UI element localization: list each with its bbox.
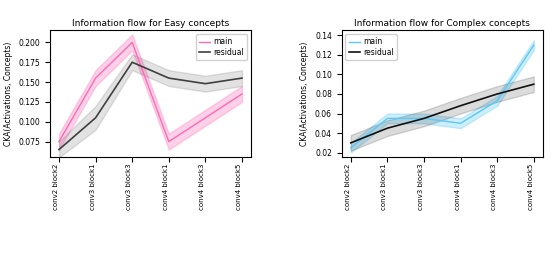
- main: [56, 140, 63, 143]
- Title: Information flow for Easy concepts: Information flow for Easy concepts: [72, 19, 229, 28]
- Y-axis label: CKA(Activations, Concepts): CKA(Activations, Concepts): [300, 42, 309, 146]
- main: [347, 146, 354, 149]
- main: [494, 99, 500, 102]
- Legend: main, residual: main, residual: [196, 34, 247, 60]
- residual: [129, 61, 136, 64]
- residual: [530, 83, 537, 86]
- residual: [347, 141, 354, 144]
- residual: [384, 127, 391, 130]
- residual: [494, 92, 500, 96]
- main: [457, 122, 464, 125]
- residual: [166, 77, 172, 80]
- main: [129, 41, 136, 44]
- residual: [239, 77, 245, 80]
- main: [384, 117, 391, 120]
- main: [239, 92, 245, 96]
- Line: residual: residual: [351, 84, 534, 143]
- Line: main: main: [351, 45, 534, 148]
- residual: [202, 82, 209, 85]
- main: [202, 116, 209, 119]
- Legend: main, residual: main, residual: [346, 34, 397, 60]
- residual: [56, 148, 63, 151]
- main: [420, 117, 427, 120]
- Line: main: main: [59, 42, 242, 142]
- Title: Information flow for Complex concepts: Information flow for Complex concepts: [355, 19, 530, 28]
- Line: residual: residual: [59, 62, 242, 150]
- main: [93, 77, 99, 80]
- main: [530, 44, 537, 47]
- residual: [93, 116, 99, 119]
- Y-axis label: CKA(Activations, Concepts): CKA(Activations, Concepts): [4, 42, 13, 146]
- residual: [420, 117, 427, 120]
- main: [166, 140, 172, 143]
- residual: [457, 104, 464, 107]
